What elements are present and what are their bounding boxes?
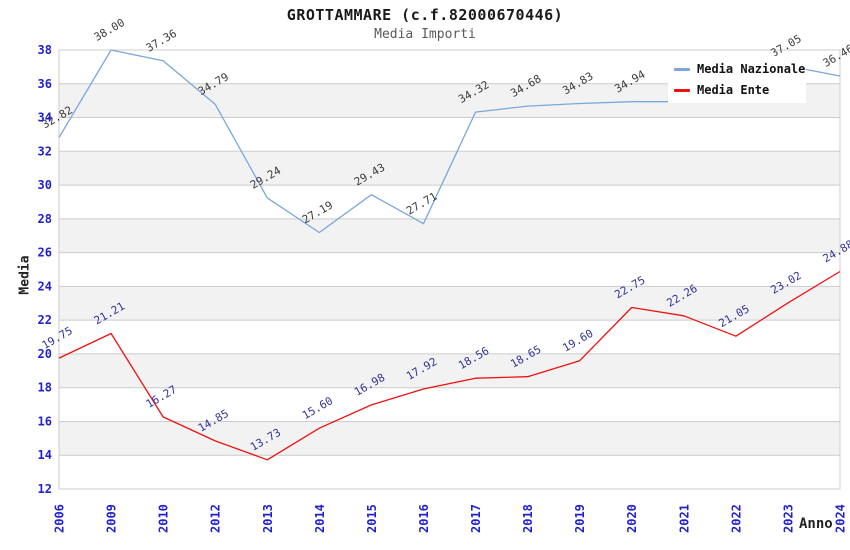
svg-text:2021: 2021 xyxy=(677,504,691,533)
svg-text:2024: 2024 xyxy=(834,504,848,533)
legend-item-nazionale: Media Nazionale xyxy=(674,62,806,76)
svg-text:2016: 2016 xyxy=(417,504,431,533)
svg-text:28: 28 xyxy=(38,212,52,226)
svg-text:2009: 2009 xyxy=(105,504,119,533)
legend-line-swatch-nazionale-icon xyxy=(674,67,690,71)
svg-text:27.71: 27.71 xyxy=(404,190,439,218)
legend-label-ente: Media Ente xyxy=(697,83,770,97)
legend-item-ente: Media Ente xyxy=(674,83,806,97)
svg-text:2015: 2015 xyxy=(365,504,379,533)
chart-subtitle: Media Importi xyxy=(374,27,476,42)
y-axis-title: Media xyxy=(17,255,33,295)
svg-text:12: 12 xyxy=(38,482,52,496)
series-line-ente xyxy=(58,270,841,461)
plot-bands xyxy=(59,83,840,456)
svg-text:2006: 2006 xyxy=(53,504,67,533)
svg-text:2020: 2020 xyxy=(625,504,639,533)
svg-text:26: 26 xyxy=(38,246,52,260)
svg-text:2010: 2010 xyxy=(157,504,171,533)
svg-text:2013: 2013 xyxy=(261,504,275,533)
plot-border xyxy=(58,49,841,490)
svg-text:37.36: 37.36 xyxy=(144,27,179,55)
svg-text:14: 14 xyxy=(38,448,52,462)
svg-text:36: 36 xyxy=(38,77,52,91)
svg-text:38.00: 38.00 xyxy=(92,16,127,44)
svg-text:2014: 2014 xyxy=(313,504,327,533)
svg-text:2017: 2017 xyxy=(469,504,483,533)
legend-line-swatch-ente-icon xyxy=(674,88,690,92)
svg-text:16: 16 xyxy=(38,415,52,429)
svg-text:2018: 2018 xyxy=(521,504,535,533)
svg-text:2012: 2012 xyxy=(209,504,223,533)
legend: Media Nazionale Media Ente xyxy=(668,56,806,103)
svg-text:24: 24 xyxy=(38,279,52,293)
svg-text:18: 18 xyxy=(38,381,52,395)
svg-text:15.60: 15.60 xyxy=(300,394,335,422)
x-axis-tick-labels: 2006 2009 2010 2012 2013 2014 2015 2016 2017 2018… xyxy=(53,504,848,533)
svg-text:22: 22 xyxy=(38,313,52,327)
svg-text:38: 38 xyxy=(38,43,52,57)
svg-text:2023: 2023 xyxy=(781,504,795,533)
svg-text:2022: 2022 xyxy=(729,504,743,533)
chart-title: GROTTAMMARE (c.f.82000670446) xyxy=(286,6,564,24)
x-axis-title: Anno xyxy=(799,516,833,532)
svg-text:2019: 2019 xyxy=(573,504,587,533)
legend-label-nazionale: Media Nazionale xyxy=(697,62,806,76)
svg-text:36.46: 36.46 xyxy=(821,42,850,70)
svg-text:34: 34 xyxy=(38,111,52,125)
svg-text:30: 30 xyxy=(38,178,52,192)
svg-text:20: 20 xyxy=(38,347,52,361)
y-axis-tick-labels: 12 14 16 18 20 22 24 26 28 30 32 34 36 38 xyxy=(38,43,52,496)
svg-text:32: 32 xyxy=(38,144,52,158)
